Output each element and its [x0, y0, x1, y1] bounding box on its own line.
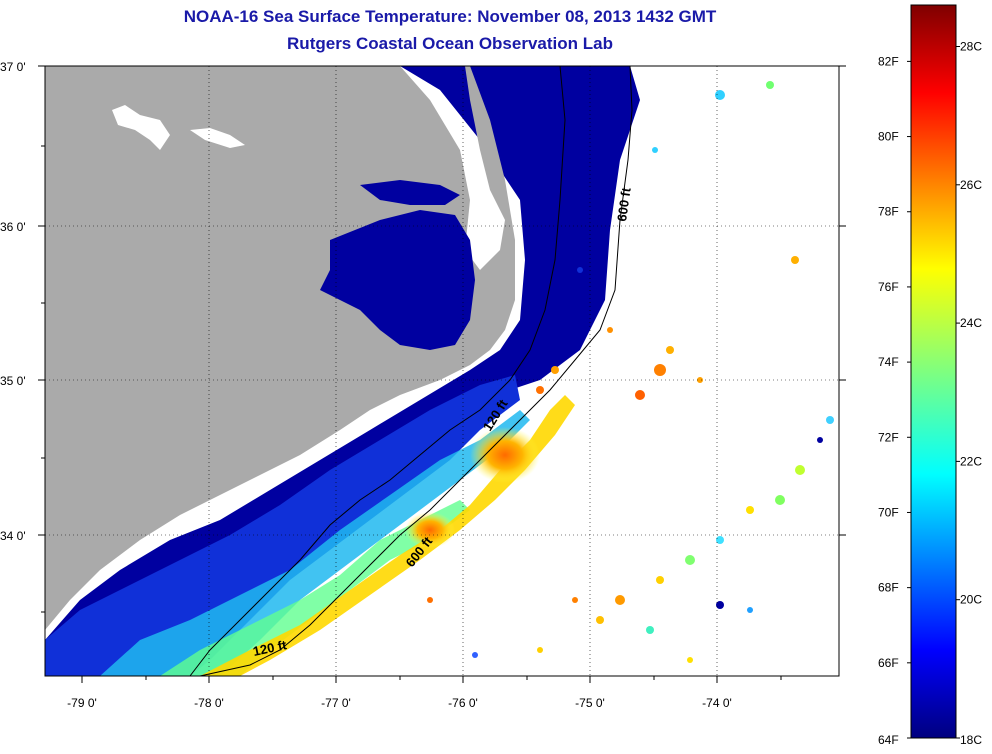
map-subtitle: Rutgers Coastal Ocean Observation Lab — [287, 34, 613, 53]
colorbar-label-f: 70F — [878, 505, 899, 519]
lon-label-75: -75 0' — [575, 696, 605, 710]
lat-label-35: 35 0' — [0, 374, 26, 388]
colorbar-label-f: 80F — [878, 130, 899, 144]
coastal-water-green — [160, 500, 470, 676]
colorbar-label-f: 78F — [878, 205, 899, 219]
colorbar-label-f: 74F — [878, 355, 899, 369]
colorbar-label-f: 82F — [878, 54, 899, 68]
colorbar-label-c: 22C — [960, 454, 982, 468]
colorbar-label-f: 64F — [878, 733, 899, 747]
land-north-carolina — [45, 66, 515, 630]
axis-ticks — [38, 65, 846, 683]
map-title: NOAA-16 Sea Surface Temperature: Novembe… — [183, 7, 717, 26]
lat-label-37: 37 0' — [0, 60, 26, 74]
map-frame — [44, 65, 840, 677]
colorbar-ticks — [907, 45, 960, 739]
colorbar-label-f: 72F — [878, 430, 899, 444]
contour-label-120ft-south: 120 ft — [252, 637, 289, 659]
colorbar-label-c: 18C — [960, 733, 982, 747]
bathymetry-contours — [189, 65, 633, 677]
colorbar-label-f: 68F — [878, 581, 899, 595]
lon-label-77: -77 0' — [321, 696, 351, 710]
colorbar-label-f: 76F — [878, 280, 899, 294]
colorbar-labels-celsius: 28C 26C 24C 22C 20C 18C — [960, 39, 982, 747]
colorbar-label-f: 66F — [878, 656, 899, 670]
lon-label-74: -74 0' — [702, 696, 732, 710]
contour-label-600ft-north: 600 ft — [614, 186, 634, 222]
contour-120ft — [189, 65, 566, 677]
coastal-water-blue — [45, 375, 520, 676]
lake-2 — [190, 128, 245, 148]
pamlico-sound — [320, 210, 475, 350]
lon-label-76: -76 0' — [448, 696, 478, 710]
warm-eddy-orange — [470, 427, 540, 483]
coastal-water-cyan — [100, 410, 530, 676]
colorbar-label-c: 24C — [960, 316, 982, 330]
lat-label-36: 36 0' — [0, 220, 26, 234]
albemarle-sound — [360, 180, 460, 205]
colorbar-labels-fahrenheit: 82F 80F 78F 76F 74F 72F 70F 68F 66F 64F — [878, 54, 899, 747]
graticule — [45, 66, 839, 676]
colorbar-label-c: 20C — [960, 593, 982, 607]
lat-label-34: 34 0' — [0, 529, 26, 543]
lake-1 — [112, 105, 170, 150]
lon-label-79: -79 0' — [67, 696, 97, 710]
colorbar-label-c: 28C — [960, 39, 982, 53]
lon-label-78: -78 0' — [194, 696, 224, 710]
contour-600ft — [199, 65, 633, 677]
colorbar — [910, 4, 957, 739]
offshore-sst-patches — [427, 81, 834, 663]
colorbar-label-c: 26C — [960, 178, 982, 192]
